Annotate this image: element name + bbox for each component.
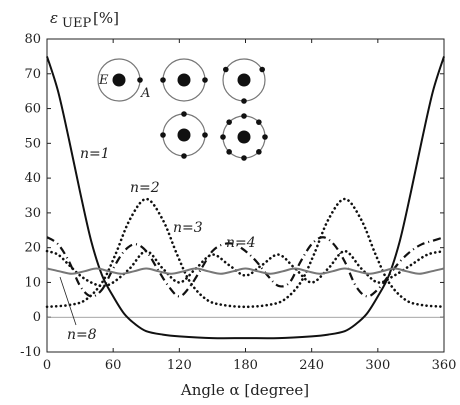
series-line-n4 [45, 249, 446, 288]
outer-electrode [241, 113, 247, 119]
series-line-n1 [46, 56, 445, 340]
label-n8: n=8 [67, 327, 97, 343]
outer-electrode [220, 134, 226, 140]
outer-electrode [181, 153, 187, 159]
x-tick-label: 60 [105, 358, 122, 373]
outer-electrode [223, 66, 229, 73]
outer-electrode [256, 119, 262, 125]
outer-electrode [160, 77, 166, 83]
outer-electrode [137, 77, 143, 83]
inset-label-a: A [140, 86, 150, 101]
outer-electrode [226, 119, 232, 125]
x-axis-title: Angle α [degree] [180, 381, 309, 399]
inset-label-e: E [98, 73, 109, 88]
center-electrode [177, 73, 191, 87]
electrode-config-8 [220, 113, 268, 161]
y-tick-label: 20 [24, 241, 41, 256]
label-n8-leader [59, 276, 77, 326]
y-tick-label: 50 [24, 136, 41, 151]
outer-electrode [160, 132, 166, 138]
y-tick-label: 80 [24, 32, 41, 47]
outer-electrode [256, 149, 262, 155]
label-n4: n=4 [226, 235, 256, 251]
x-tick-label: 0 [43, 358, 51, 373]
x-tick-label: 300 [365, 358, 390, 373]
electrode-config-3 [222, 58, 266, 104]
series-line-n8 [46, 267, 445, 275]
outer-electrode [259, 66, 265, 73]
y-tick-label: -10 [20, 345, 41, 360]
center-electrode [177, 128, 191, 142]
y-tick-label: 30 [24, 206, 41, 221]
outer-electrode [181, 111, 187, 117]
center-electrode [112, 73, 126, 87]
electrode-inset: EA [97, 58, 268, 161]
series-group [45, 56, 446, 340]
y-tick-label: 10 [24, 275, 41, 290]
y-tick-label: 40 [24, 171, 41, 186]
outer-electrode [202, 77, 208, 83]
series-line-n3 [46, 236, 445, 298]
y-tick-label: 60 [24, 102, 41, 117]
label-n1: n=1 [80, 146, 110, 162]
y-axis-unit: [%] [93, 9, 119, 27]
outer-electrode [226, 149, 232, 155]
center-electrode [237, 130, 251, 144]
label-n3: n=3 [173, 220, 203, 236]
electrode-config-2 [160, 58, 208, 102]
x-tick-label: 120 [167, 358, 192, 373]
x-tick-label: 360 [432, 358, 457, 373]
x-tick-label: 180 [233, 358, 258, 373]
series-line-n2 [45, 197, 446, 309]
y-tick-label: 70 [24, 67, 41, 82]
y-axis-symbol: ε [50, 9, 58, 27]
electrode-config-4 [160, 111, 208, 159]
label-n2: n=2 [130, 180, 160, 196]
y-axis-title: ε UEP [%] [50, 9, 119, 31]
x-tick-label: 240 [299, 358, 324, 373]
outer-electrode [241, 98, 247, 104]
electrode-config-1 [97, 58, 143, 102]
outer-electrode [202, 132, 208, 138]
y-tick-label: 0 [33, 310, 41, 325]
outer-electrode [262, 134, 268, 140]
outer-electrode [241, 155, 247, 161]
center-electrode [237, 73, 251, 87]
y-axis-subscript: UEP [62, 16, 91, 31]
